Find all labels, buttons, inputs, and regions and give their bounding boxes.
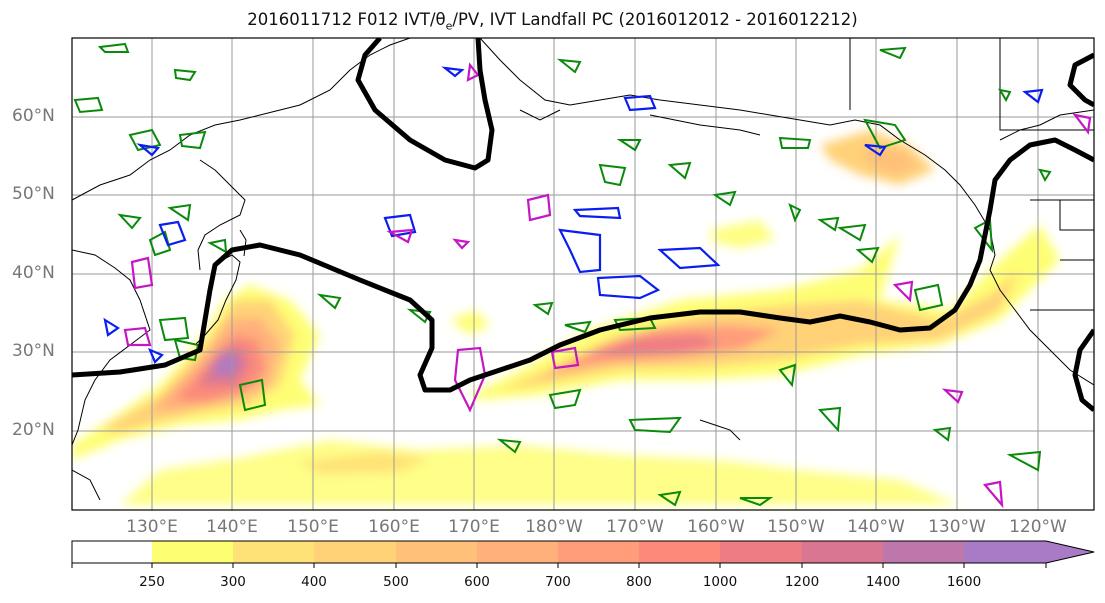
colorbar-tick-label: 1600 xyxy=(946,574,982,590)
map-border xyxy=(71,37,1095,511)
lat-label: 60°N xyxy=(12,106,55,126)
lat-label: 40°N xyxy=(12,263,55,283)
lat-label: 50°N xyxy=(12,184,55,204)
ivt-field xyxy=(72,130,1060,505)
figure-title: 2016011712 F012 IVT/θe/PV, IVT Landfall … xyxy=(247,10,858,33)
lon-label: 140°W xyxy=(847,517,905,537)
colorbar-tick-label: 500 xyxy=(383,574,409,590)
theta-e-contours xyxy=(73,42,1052,507)
lon-label: 150°W xyxy=(767,517,825,537)
lat-label: 30°N xyxy=(12,341,55,361)
colorbar-tick-label: 250 xyxy=(139,574,165,590)
ivt-landfall-pc-contour xyxy=(72,38,1094,412)
lon-label: 140°E xyxy=(206,517,258,537)
lon-label: 160°W xyxy=(687,517,745,537)
colorbar-tick-label: 1400 xyxy=(865,574,901,590)
colorbar-tick-label: 1000 xyxy=(702,574,738,590)
lon-label: 150°E xyxy=(287,517,339,537)
grid xyxy=(72,38,1094,510)
lon-label: 130°E xyxy=(126,517,178,537)
lon-label: 120°W xyxy=(1009,517,1067,537)
colorbar-tick-label: 300 xyxy=(220,574,246,590)
lon-label: 170°W xyxy=(606,517,664,537)
pv-contours-magenta xyxy=(123,62,1092,509)
colorbar-tick-label: 400 xyxy=(301,574,327,590)
colorbar-tick-label: 600 xyxy=(464,574,490,590)
lon-label: 160°E xyxy=(368,517,420,537)
pv-contours-blue xyxy=(103,66,1044,364)
lon-label: 180°W xyxy=(525,517,583,537)
lon-label: 170°E xyxy=(448,517,500,537)
coastlines xyxy=(72,38,1094,501)
lon-label: 130°W xyxy=(928,517,986,537)
lat-label: 20°N xyxy=(12,420,55,440)
colorbar-tick-label: 1200 xyxy=(784,574,820,590)
colorbar-tick-label: 700 xyxy=(545,574,571,590)
colorbar xyxy=(71,540,1095,568)
colorbar-tick-label: 800 xyxy=(626,574,652,590)
